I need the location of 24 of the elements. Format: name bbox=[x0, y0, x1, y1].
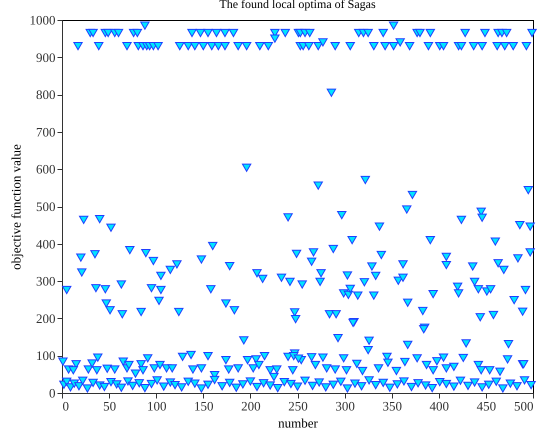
x-tick-label: 150 bbox=[194, 398, 214, 414]
y-tick-label: 200 bbox=[36, 310, 56, 326]
y-axis-title: objective function value bbox=[8, 144, 24, 270]
x-tick-label: 50 bbox=[103, 398, 116, 414]
x-axis-title: number bbox=[278, 416, 319, 430]
x-tick-label: 300 bbox=[335, 398, 355, 414]
x-tick-label: 200 bbox=[241, 398, 261, 414]
y-tick-label: 400 bbox=[36, 236, 56, 252]
y-tick-label: 300 bbox=[36, 274, 56, 289]
y-tick-label: 500 bbox=[36, 199, 56, 214]
x-tick-label: 0 bbox=[62, 398, 69, 414]
y-tick-label: 100 bbox=[36, 348, 56, 364]
y-tick-label: 900 bbox=[36, 50, 56, 65]
y-tick-label: 600 bbox=[36, 162, 56, 177]
x-tick-label: 350 bbox=[382, 398, 402, 414]
x-tick-label: 100 bbox=[146, 398, 166, 414]
y-tick-label: 0 bbox=[49, 386, 56, 400]
x-tick-label: 450 bbox=[476, 398, 496, 414]
x-tick-label: 400 bbox=[430, 398, 450, 414]
y-tick-label: 1000 bbox=[30, 12, 56, 28]
y-tick-label: 800 bbox=[36, 87, 56, 102]
y-tick-label: 700 bbox=[36, 124, 56, 140]
x-tick-label: 500 bbox=[514, 398, 534, 414]
x-tick-label: 250 bbox=[288, 398, 308, 414]
